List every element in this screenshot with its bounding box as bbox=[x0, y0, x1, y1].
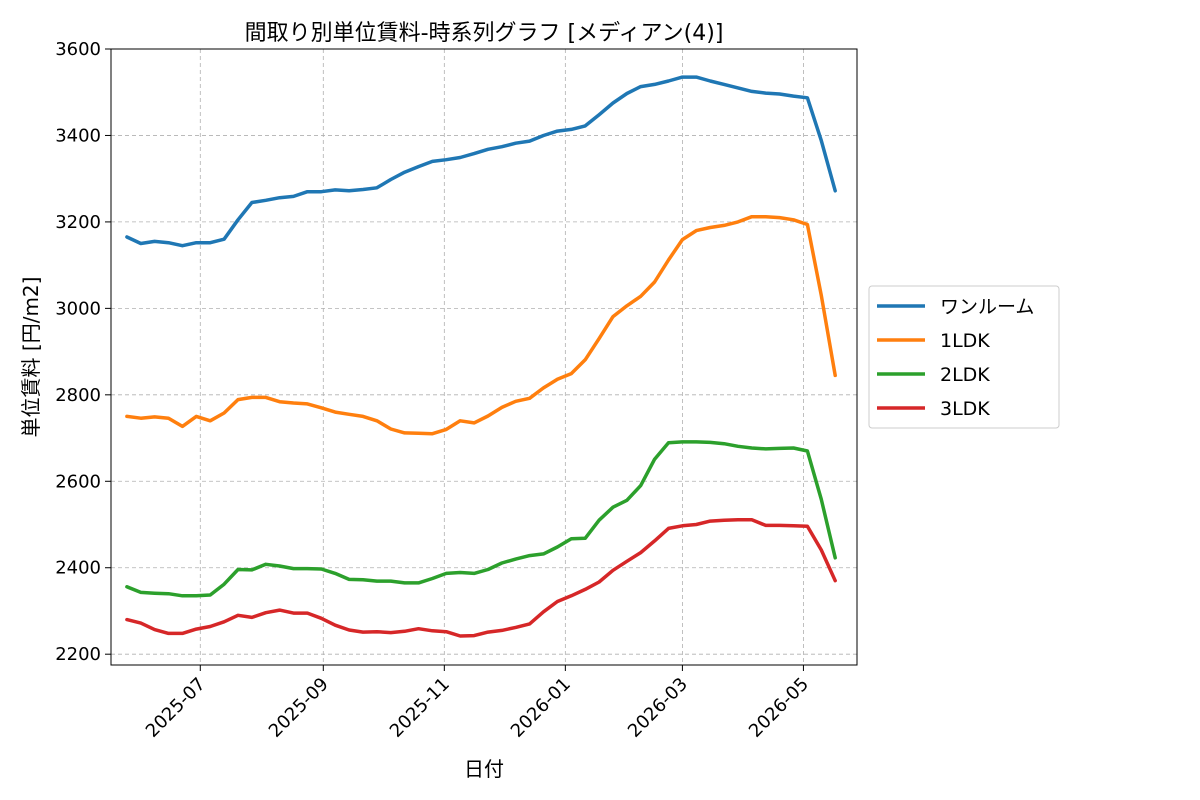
legend-label-2: 1LDK bbox=[940, 330, 990, 352]
y-tick-label: 2200 bbox=[55, 644, 101, 665]
series-line-3 bbox=[125, 440, 837, 598]
y-tick-label: 2600 bbox=[55, 471, 101, 492]
x-axis-label: 日付 bbox=[464, 757, 504, 781]
y-tick-label: 3000 bbox=[55, 298, 101, 319]
series-layer bbox=[125, 75, 837, 638]
legend: ワンルーム 1LDK 2LDK 3LDK bbox=[868, 285, 1060, 429]
legend-label-1: ワンルーム bbox=[940, 296, 1034, 318]
chart-title: 間取り別単位賃料-時系列グラフ [メディアン(4)] bbox=[245, 21, 724, 46]
series-line-1 bbox=[125, 75, 837, 248]
y-tick-label: 3400 bbox=[55, 125, 101, 146]
y-tick-label: 2400 bbox=[55, 558, 101, 579]
legend-label-4: 3LDK bbox=[940, 398, 990, 420]
legend-label-3: 2LDK bbox=[940, 364, 990, 386]
y-tick-label: 2800 bbox=[55, 385, 101, 406]
legend-box bbox=[868, 285, 1060, 429]
y-tick-label: 3600 bbox=[55, 39, 101, 60]
plot-frame bbox=[110, 48, 858, 666]
y-axis-label: 単位賃料 [円/m2] bbox=[19, 277, 43, 438]
series-line-4 bbox=[125, 518, 837, 638]
y-tick-label: 3200 bbox=[55, 212, 101, 233]
series-line-2 bbox=[125, 214, 837, 436]
